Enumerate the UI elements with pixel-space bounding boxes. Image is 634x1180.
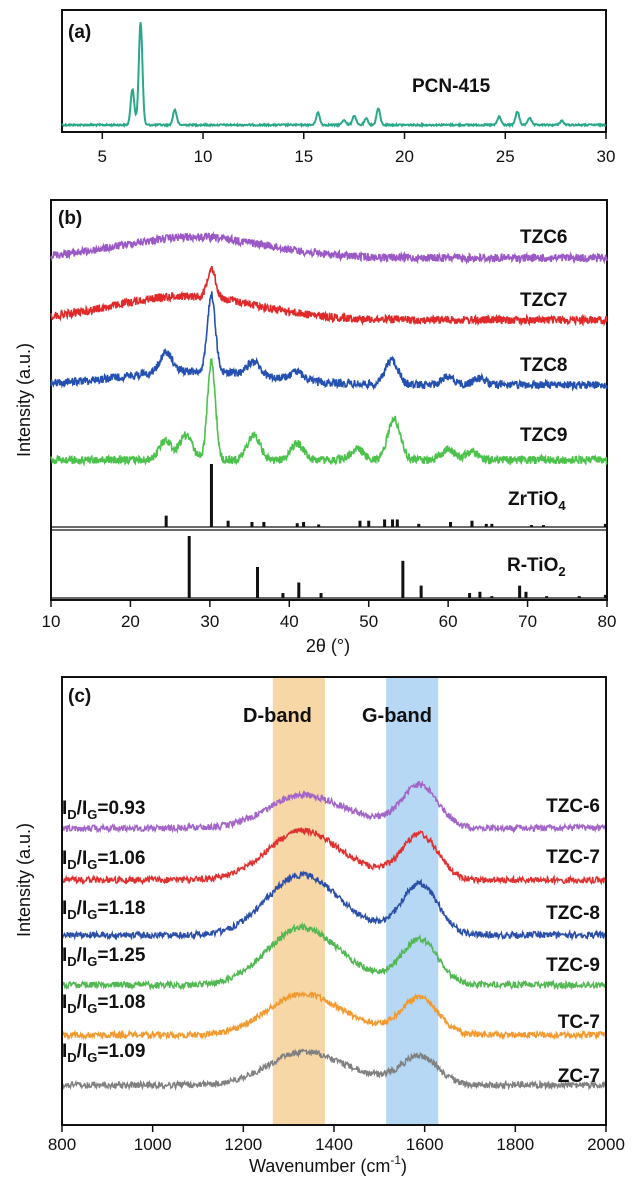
panel-c-x-ticks: 800 1000 1200 1400 1600 1800 2000 <box>48 1125 625 1154</box>
tzc6-line <box>50 230 608 265</box>
zc-7-line <box>61 1048 607 1092</box>
zrtio4-label-sub: 4 <box>558 498 566 513</box>
panel-a-frame <box>61 9 607 133</box>
tzc-8-label: TZC-8 <box>546 903 600 924</box>
panel-b-tick-label-60: 60 <box>439 612 458 631</box>
tzc-8-ratio-label: ID/IG=1.18 <box>62 898 145 922</box>
tzc-6-line <box>61 780 607 834</box>
tzc7-label: TZC7 <box>520 290 568 311</box>
panel-a-tick-label-10: 10 <box>194 147 213 166</box>
zrtio4-label-main: ZrTiO <box>508 489 558 510</box>
tc-7-ratio-label: ID/IG=1.08 <box>62 992 145 1016</box>
panel-b-tick-label-50: 50 <box>359 612 378 631</box>
panel-c-x-title-close: ) <box>401 1156 407 1176</box>
panel-a-tick-label-15: 15 <box>294 147 313 166</box>
panel-c-x-title: Wavenumber (cm-1) <box>249 1153 407 1176</box>
panel-a-series-label: PCN-415 <box>412 76 491 97</box>
panel-c-tick-label-2000: 2000 <box>587 1135 625 1154</box>
panel-a: 5 10 15 20 25 30 (a) PCN-415 <box>61 9 616 166</box>
panel-a-tick-label-20: 20 <box>395 147 414 166</box>
panel-c-tick-label-1400: 1400 <box>315 1135 353 1154</box>
panel-c-x-title-main: Wavenumber (cm <box>249 1156 390 1176</box>
panel-b-x-ticks: 10 20 30 40 50 60 70 80 <box>42 600 617 631</box>
tzc-8-line <box>61 870 607 941</box>
tzc-7-ratio-label: ID/IG=1.06 <box>62 848 145 872</box>
panel-c-x-title-sup: -1 <box>390 1153 401 1167</box>
zrtio4-label: ZrTiO4 <box>508 489 566 513</box>
panel-a-series-group <box>61 22 607 129</box>
panel-a-tick-label-30: 30 <box>597 147 616 166</box>
panel-a-tick-label-5: 5 <box>98 147 107 166</box>
panel-c-series-group <box>61 780 607 1092</box>
tzc9-label: TZC9 <box>520 425 568 446</box>
panel-c: 800 1000 1200 1400 1600 1800 2000 (c) D-band G… <box>14 676 625 1176</box>
tzc8-label: TZC8 <box>520 355 568 376</box>
panel-c-tick-label-1000: 1000 <box>134 1135 172 1154</box>
panel-c-tick-label-1800: 1800 <box>496 1135 534 1154</box>
rtio2-label-main: R-TiO <box>507 555 558 576</box>
tzc-6-ratio-label: ID/IG=0.93 <box>62 798 145 822</box>
panel-b-frame <box>50 199 608 601</box>
panel-c-ratio-labels: ID/IG=0.93 ID/IG=1.06 ID/IG=1.18 ID/IG=1.25… <box>62 798 146 1065</box>
panel-a-x-ticks: 5 10 15 20 25 30 <box>98 132 616 166</box>
tzc-9-label: TZC-9 <box>546 955 600 976</box>
panel-b-tick-label-40: 40 <box>280 612 299 631</box>
zc-7-label: ZC-7 <box>558 1066 600 1087</box>
tzc6-label: TZC6 <box>520 227 568 248</box>
panel-b-series-group <box>50 230 608 467</box>
tzc9-line <box>50 357 608 467</box>
g-band-label: G-band <box>362 705 432 727</box>
panel-b: 10 20 30 40 50 60 70 80 (b) 2θ (°) Intensity (a… <box>14 199 617 656</box>
panel-b-letter: (b) <box>58 208 82 229</box>
panel-a-letter: (a) <box>68 22 91 43</box>
panel-b-reference-group <box>51 464 607 599</box>
tzc-9-ratio-label: ID/IG=1.25 <box>62 945 146 969</box>
panel-c-y-title: Intensity (a.u.) <box>14 823 34 937</box>
pcn415-line <box>61 22 607 129</box>
panel-b-series-labels: TZC6 TZC7 TZC8 TZC9 ZrTiO4 R-TiO2 <box>507 227 568 579</box>
panel-b-tick-label-20: 20 <box>121 612 140 631</box>
tc-7-line <box>61 990 607 1041</box>
panel-c-tick-label-1200: 1200 <box>224 1135 262 1154</box>
panel-b-tick-label-80: 80 <box>598 612 617 631</box>
tzc7-line <box>50 265 608 327</box>
panel-b-tick-label-10: 10 <box>42 612 61 631</box>
g-band-region <box>386 677 439 1125</box>
panel-b-tick-label-70: 70 <box>518 612 537 631</box>
panel-c-tick-label-800: 800 <box>48 1135 76 1154</box>
tzc-7-line <box>61 827 607 886</box>
tc-7-label: TC-7 <box>558 1012 600 1033</box>
rtio2-label: R-TiO2 <box>507 555 566 579</box>
panel-c-letter: (c) <box>68 686 91 707</box>
tzc-6-label: TZC-6 <box>546 796 600 817</box>
panel-b-x-title: 2θ (°) <box>306 636 350 656</box>
panel-b-y-title: Intensity (a.u.) <box>14 343 34 457</box>
panel-c-tick-label-1600: 1600 <box>406 1135 444 1154</box>
tzc-7-label: TZC-7 <box>546 847 600 868</box>
panel-a-tick-label-25: 25 <box>496 147 515 166</box>
panel-b-tick-label-30: 30 <box>200 612 219 631</box>
d-band-label: D-band <box>243 705 312 727</box>
tzc-9-line <box>61 921 607 991</box>
panel-c-series-labels: TZC-6 TZC-7 TZC-8 TZC-9 TC-7 ZC-7 <box>546 796 600 1087</box>
zc-7-ratio-label: ID/IG=1.09 <box>62 1041 145 1065</box>
rtio2-label-sub: 2 <box>558 564 565 579</box>
panel-c-bands <box>272 677 439 1125</box>
tzc8-line <box>50 291 608 392</box>
